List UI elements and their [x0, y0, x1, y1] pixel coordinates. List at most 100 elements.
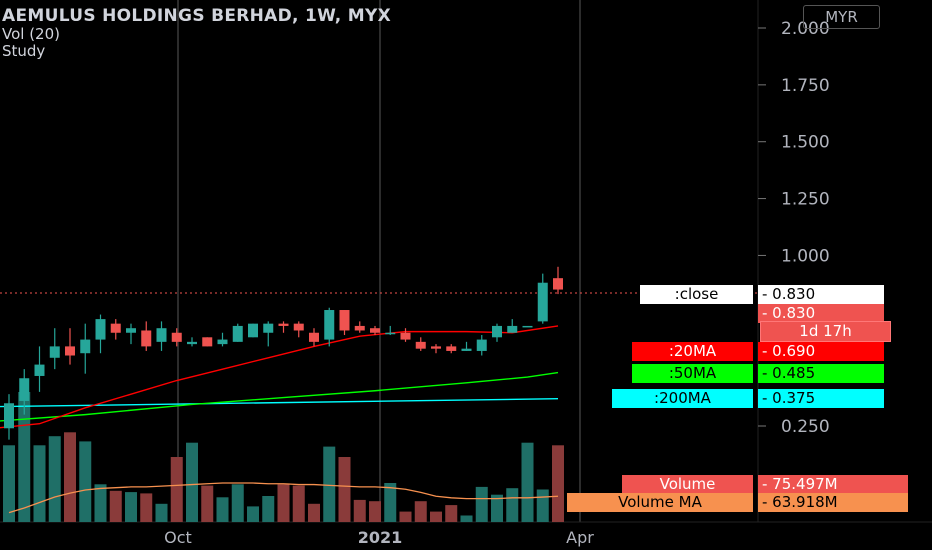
- volume-bar: [384, 483, 397, 522]
- volume-bar: [186, 442, 198, 522]
- price-label-value: - 0.690: [758, 342, 884, 361]
- volume-bar: [353, 499, 366, 522]
- y-tick-label: 0.250: [781, 417, 830, 437]
- volume-indicator-label[interactable]: Vol (20): [2, 25, 61, 43]
- candle-body: [95, 319, 106, 340]
- volume-bar: [64, 432, 76, 522]
- volume-bar: [216, 497, 229, 522]
- candle-body: [293, 323, 304, 331]
- countdown-badge: 1d 17h: [760, 321, 891, 342]
- price-label-name: :50MA: [632, 364, 753, 383]
- volume-bar: [506, 488, 519, 522]
- volume-bar: [48, 436, 61, 522]
- volume-bar: [369, 501, 381, 522]
- volume-bar: [292, 485, 305, 522]
- candle-body: [248, 323, 258, 338]
- price-label-value: - 0.830: [758, 285, 884, 304]
- x-tick-label: Oct: [164, 528, 192, 547]
- volume-bar: [308, 503, 320, 522]
- volume-bar: [140, 493, 153, 522]
- candle-body: [4, 403, 14, 429]
- volume-bar: [231, 484, 244, 522]
- candle-body: [49, 346, 60, 358]
- price-label-value: - 0.830: [758, 304, 884, 323]
- volume-bar: [536, 489, 549, 522]
- price-label-name: :20MA: [632, 342, 753, 361]
- candle-body: [80, 339, 91, 354]
- price-label-value: - 0.375: [758, 389, 884, 408]
- price-label-name: Volume MA: [567, 493, 753, 512]
- candle-body: [171, 332, 182, 342]
- candle-body: [34, 364, 45, 376]
- candle-body: [400, 332, 411, 340]
- volume-bar: [552, 445, 564, 522]
- candle-body: [431, 346, 441, 349]
- candle-body: [187, 341, 197, 345]
- candle-body: [461, 348, 472, 351]
- volume-bar: [33, 445, 46, 522]
- candle-body: [202, 337, 213, 347]
- volume-bar: [79, 441, 92, 522]
- volume-ma-line: [8, 482, 559, 514]
- x-tick-label: 2021: [358, 528, 403, 547]
- study-label[interactable]: Study: [2, 42, 46, 60]
- volume-bar: [247, 506, 259, 522]
- price-label-name: :close: [640, 285, 753, 304]
- volume-bar: [491, 494, 503, 522]
- candle-body: [507, 325, 518, 333]
- volume-bar: [3, 445, 15, 522]
- volume-bar: [94, 484, 107, 522]
- candle-body: [370, 328, 380, 333]
- y-tick-label: 1.500: [781, 133, 830, 153]
- price-label-value: - 0.485: [758, 364, 884, 383]
- volume-bar: [399, 511, 412, 522]
- volume-bar: [262, 496, 275, 522]
- y-tick-label: 2.000: [781, 19, 830, 39]
- volume-bar: [338, 457, 351, 522]
- candle-body: [263, 323, 274, 333]
- candle-body: [415, 341, 426, 349]
- candle-body: [324, 310, 335, 340]
- ma200-line: [0, 398, 559, 408]
- y-tick-label: 1.250: [781, 190, 830, 210]
- candle-body: [537, 282, 548, 322]
- candle-body: [492, 325, 502, 338]
- volume-bar: [125, 492, 137, 522]
- candle-body: [156, 328, 167, 342]
- candle-body: [217, 339, 228, 345]
- candle-body: [385, 332, 396, 335]
- volume-bar: [109, 490, 122, 522]
- candle-body: [232, 325, 243, 342]
- candle-body: [446, 346, 457, 351]
- volume-bar: [475, 486, 488, 522]
- candle-body: [110, 323, 121, 333]
- candle-body: [278, 323, 289, 326]
- volume-bar: [155, 503, 168, 522]
- candle-body: [522, 325, 533, 328]
- candle-body: [354, 325, 365, 331]
- volume-bar: [277, 484, 290, 522]
- volume-bar: [460, 515, 473, 522]
- volume-bar: [521, 442, 534, 522]
- candle-body: [553, 278, 563, 290]
- price-label-value: - 63.918M: [758, 493, 908, 512]
- volume-bar: [170, 457, 183, 522]
- candle-body: [309, 332, 319, 342]
- volume-bar: [323, 446, 336, 522]
- volume-bar: [414, 501, 427, 522]
- y-tick-label: 1.750: [781, 76, 830, 96]
- ma20-line: [0, 325, 559, 429]
- y-tick-label: 1.000: [781, 246, 830, 266]
- currency-button[interactable]: MYR: [803, 5, 880, 29]
- price-label-value: - 75.497M: [758, 475, 908, 494]
- volume-bar: [445, 505, 458, 522]
- chart-title: AEMULUS HOLDINGS BERHAD, 1W, MYX: [2, 6, 392, 26]
- ma50-line: [0, 371, 559, 422]
- price-label-name: Volume: [622, 475, 753, 494]
- x-tick-label: Apr: [566, 528, 594, 547]
- volume-bar: [201, 485, 214, 522]
- candle-body: [65, 346, 75, 356]
- price-label-name: :200MA: [612, 389, 753, 408]
- candle-body: [141, 330, 152, 347]
